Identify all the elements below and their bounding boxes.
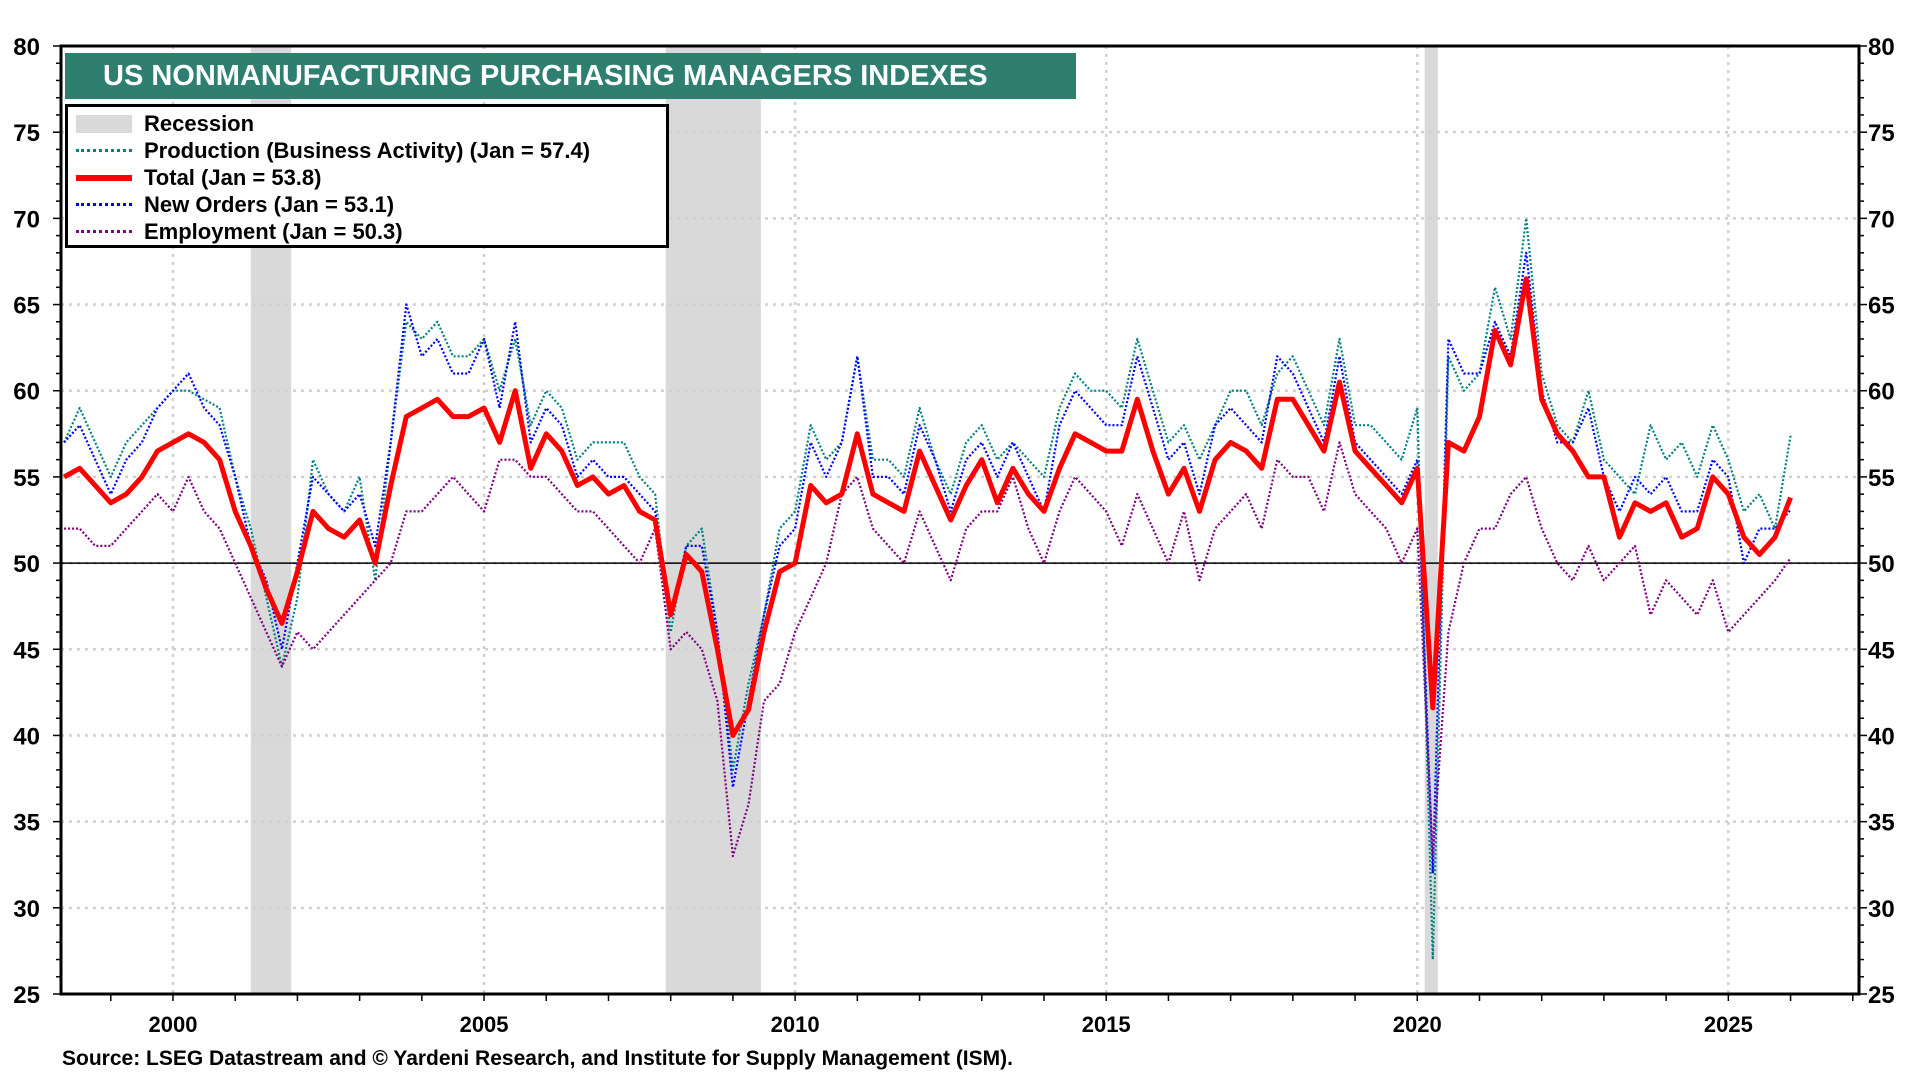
y-tick-label-right: 50 — [1868, 551, 1895, 578]
new-orders-swatch — [76, 203, 132, 206]
x-tick-label: 2020 — [1393, 1012, 1442, 1037]
y-tick-label-right: 80 — [1868, 34, 1895, 61]
y-tick-label-left: 65 — [13, 293, 40, 320]
legend: Recession Production (Business Activity)… — [65, 104, 669, 248]
y-tick-label-right: 65 — [1868, 293, 1895, 320]
y-tick-label-left: 70 — [13, 206, 40, 233]
y-tick-label-left: 35 — [13, 810, 40, 837]
legend-item-recession: Recession — [76, 110, 666, 137]
x-tick-label: 2015 — [1082, 1012, 1131, 1037]
x-tick-label: 2000 — [149, 1012, 198, 1037]
y-tick-label-right: 30 — [1868, 896, 1895, 923]
chart-title: US NONMANUFACTURING PURCHASING MANAGERS … — [65, 53, 1076, 99]
legend-label: Recession — [144, 110, 255, 136]
y-tick-label-left: 60 — [13, 379, 40, 406]
legend-item-total: Total (Jan = 53.8) — [76, 164, 666, 191]
y-tick-label-right: 25 — [1868, 982, 1895, 1009]
series-lines — [62, 217, 1793, 961]
series-line-total — [62, 276, 1793, 738]
legend-item-employment: Employment (Jan = 50.3) — [76, 218, 666, 245]
y-tick-label-right: 35 — [1868, 810, 1895, 837]
y-tick-label-left: 55 — [13, 465, 40, 492]
legend-label: Employment (Jan = 50.3) — [144, 218, 403, 244]
y-tick-label-left: 50 — [13, 551, 40, 578]
recession-swatch — [76, 114, 132, 133]
plot-frame — [59, 44, 1861, 996]
y-tick-label-left: 25 — [13, 982, 40, 1009]
recession-band — [665, 46, 761, 994]
y-tick-label-left: 75 — [13, 120, 40, 147]
y-tick-label-right: 45 — [1868, 637, 1895, 664]
y-tick-label-left: 45 — [13, 637, 40, 664]
x-tick-label: 2005 — [460, 1012, 509, 1037]
employment-swatch — [76, 230, 132, 233]
source-note: Source: LSEG Datastream and © Yardeni Re… — [62, 1047, 1013, 1070]
y-tick-label-left: 30 — [13, 896, 40, 923]
total-swatch — [76, 174, 132, 181]
legend-item-new-orders: New Orders (Jan = 53.1) — [76, 191, 666, 218]
legend-item-production: Production (Business Activity) (Jan = 57… — [76, 137, 666, 164]
recession-band — [1424, 46, 1438, 994]
y-tick-label-left: 80 — [13, 34, 40, 61]
series-line-employment — [64, 441, 1792, 858]
x-tick-label: 2010 — [771, 1012, 820, 1037]
legend-label: New Orders (Jan = 53.1) — [144, 191, 395, 217]
y-tick-label-right: 40 — [1868, 723, 1895, 750]
axes: 25 25 30 30 35 35 40 40 45 45 50 50 55 55 60 60 65 65 70 70… — [13, 34, 1894, 1037]
legend-label: Total (Jan = 53.8) — [144, 164, 322, 190]
production-swatch — [76, 149, 132, 152]
y-tick-label-right: 75 — [1868, 120, 1895, 147]
y-tick-label-left: 40 — [13, 723, 40, 750]
y-tick-label-right: 70 — [1868, 206, 1895, 233]
y-tick-label-right: 55 — [1868, 465, 1895, 492]
y-tick-label-right: 60 — [1868, 379, 1895, 406]
gridlines — [61, 46, 1859, 994]
series-line-new_orders — [63, 251, 1792, 875]
x-tick-label: 2025 — [1704, 1012, 1753, 1037]
legend-label: Production (Business Activity) (Jan = 57… — [144, 137, 591, 163]
